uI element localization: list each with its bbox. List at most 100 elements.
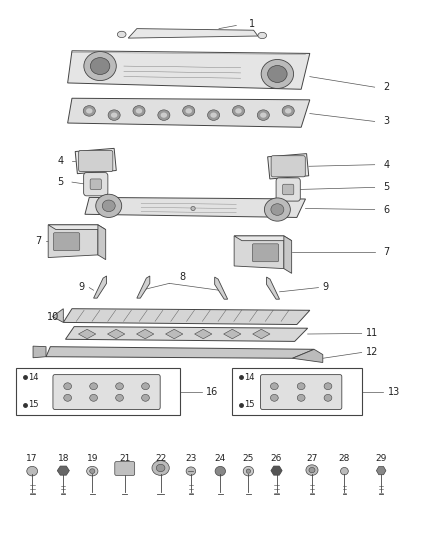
Text: 5: 5 (57, 177, 64, 187)
Ellipse shape (116, 383, 124, 390)
Text: 12: 12 (366, 348, 378, 358)
Text: 2: 2 (383, 82, 389, 92)
Ellipse shape (297, 394, 305, 401)
Ellipse shape (186, 467, 196, 475)
Text: 29: 29 (375, 454, 387, 463)
Text: 15: 15 (28, 400, 39, 409)
Ellipse shape (158, 110, 170, 120)
Ellipse shape (340, 467, 348, 475)
Ellipse shape (215, 466, 226, 476)
Text: 14: 14 (28, 373, 39, 382)
Polygon shape (268, 154, 309, 179)
Polygon shape (48, 225, 98, 257)
Polygon shape (107, 329, 125, 339)
Polygon shape (267, 277, 279, 299)
Polygon shape (224, 329, 241, 339)
FancyBboxPatch shape (16, 368, 180, 415)
Ellipse shape (246, 469, 251, 473)
Ellipse shape (271, 204, 284, 215)
Ellipse shape (64, 383, 71, 390)
Text: 4: 4 (383, 160, 389, 169)
Ellipse shape (116, 394, 124, 401)
Ellipse shape (27, 466, 38, 476)
Ellipse shape (90, 469, 95, 473)
FancyBboxPatch shape (53, 375, 160, 409)
FancyBboxPatch shape (79, 150, 113, 172)
Ellipse shape (136, 108, 142, 114)
Ellipse shape (141, 394, 149, 401)
Ellipse shape (235, 108, 242, 114)
Polygon shape (376, 466, 386, 475)
Ellipse shape (64, 394, 71, 401)
Ellipse shape (261, 60, 293, 88)
Polygon shape (128, 29, 258, 38)
Ellipse shape (309, 467, 315, 473)
Polygon shape (48, 225, 106, 230)
Text: 7: 7 (383, 247, 389, 257)
Ellipse shape (233, 106, 244, 116)
Ellipse shape (161, 112, 167, 118)
Ellipse shape (285, 108, 291, 114)
Ellipse shape (84, 52, 117, 80)
Ellipse shape (324, 383, 332, 390)
Text: 4: 4 (57, 156, 64, 166)
Ellipse shape (258, 33, 267, 39)
Polygon shape (137, 329, 154, 339)
Ellipse shape (133, 106, 145, 116)
FancyBboxPatch shape (53, 233, 80, 251)
Polygon shape (293, 349, 323, 362)
Polygon shape (78, 329, 96, 339)
Ellipse shape (208, 110, 219, 120)
Text: 28: 28 (339, 454, 350, 463)
Ellipse shape (185, 108, 192, 114)
Polygon shape (98, 225, 106, 260)
Ellipse shape (83, 106, 95, 116)
Polygon shape (33, 346, 46, 358)
Polygon shape (137, 276, 150, 298)
Ellipse shape (87, 466, 98, 476)
Ellipse shape (270, 383, 278, 390)
FancyBboxPatch shape (84, 173, 108, 196)
Ellipse shape (282, 106, 294, 116)
Ellipse shape (152, 461, 169, 475)
Polygon shape (234, 236, 284, 269)
Polygon shape (66, 327, 307, 342)
FancyBboxPatch shape (261, 375, 342, 409)
FancyBboxPatch shape (90, 179, 101, 190)
Ellipse shape (265, 198, 290, 221)
Ellipse shape (90, 394, 98, 401)
Text: 13: 13 (388, 386, 400, 397)
Ellipse shape (156, 464, 165, 472)
Ellipse shape (86, 108, 92, 114)
Text: 23: 23 (185, 454, 197, 463)
Ellipse shape (111, 112, 117, 118)
Text: 3: 3 (383, 116, 389, 126)
Text: 18: 18 (57, 454, 69, 463)
Text: 1: 1 (249, 19, 255, 29)
Text: 25: 25 (243, 454, 254, 463)
Text: 7: 7 (35, 236, 42, 246)
Polygon shape (53, 309, 64, 322)
Ellipse shape (191, 206, 195, 211)
FancyBboxPatch shape (232, 368, 362, 415)
Ellipse shape (90, 383, 98, 390)
Polygon shape (75, 148, 117, 174)
Polygon shape (64, 309, 310, 325)
Ellipse shape (324, 394, 332, 401)
Text: 9: 9 (79, 281, 85, 292)
FancyBboxPatch shape (115, 462, 134, 475)
FancyBboxPatch shape (276, 178, 300, 201)
Text: 24: 24 (215, 454, 226, 463)
Text: 22: 22 (155, 454, 166, 463)
FancyBboxPatch shape (271, 156, 305, 177)
Polygon shape (271, 466, 282, 475)
Polygon shape (67, 98, 310, 127)
Ellipse shape (90, 58, 110, 75)
Ellipse shape (268, 66, 287, 83)
FancyBboxPatch shape (283, 184, 294, 195)
Text: 26: 26 (271, 454, 282, 463)
Ellipse shape (260, 112, 267, 118)
Ellipse shape (297, 383, 305, 390)
Ellipse shape (210, 112, 217, 118)
Ellipse shape (183, 106, 195, 116)
